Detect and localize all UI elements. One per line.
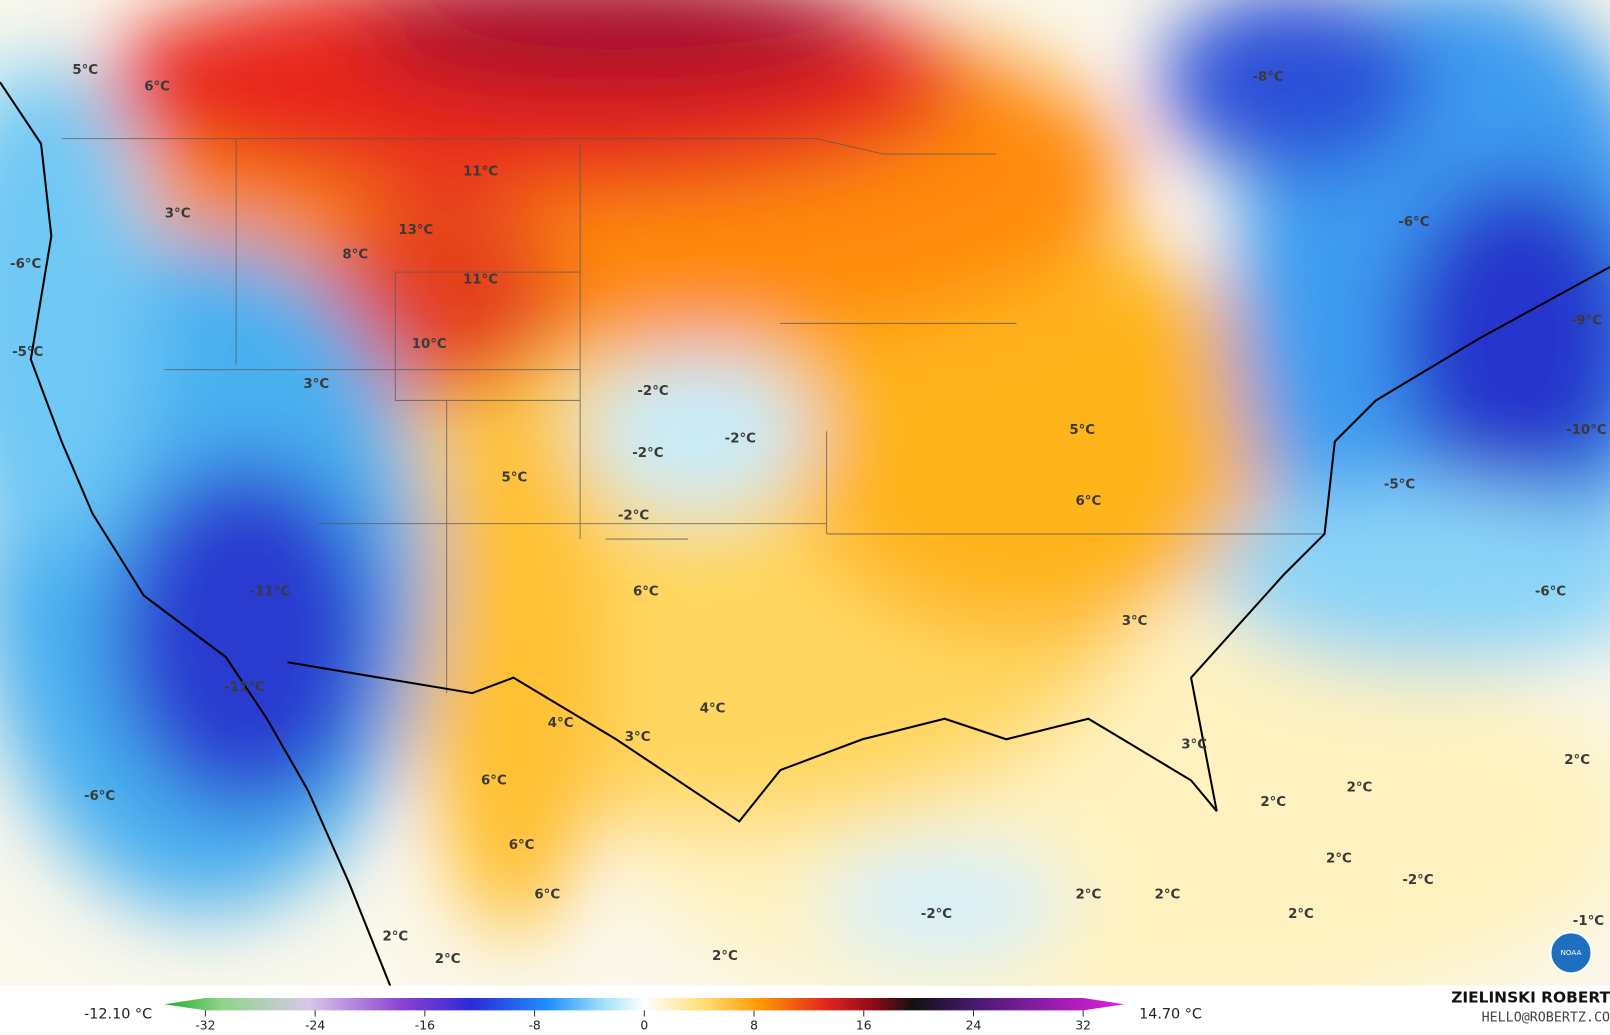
temperature-label: 2°C xyxy=(1155,887,1181,902)
temperature-label: 2°C xyxy=(1288,907,1314,922)
tick-label: -16 xyxy=(415,1018,435,1032)
temperature-label: -2°C xyxy=(725,431,756,446)
temperature-label: 8°C xyxy=(342,248,368,263)
temperature-label: -2°C xyxy=(1402,873,1433,888)
max-label: 14.70 °C xyxy=(1139,1006,1202,1022)
temperature-label: 6°C xyxy=(481,773,507,788)
temperature-label: 2°C xyxy=(1076,887,1102,902)
temperature-label: 2°C xyxy=(382,929,408,944)
temperature-label: 3°C xyxy=(625,730,651,745)
temperature-label: -2°C xyxy=(637,384,668,399)
temperature-label: 4°C xyxy=(548,716,574,731)
temperature-label: -10°C xyxy=(1566,423,1607,438)
temperature-label: -2°C xyxy=(632,446,663,461)
temperature-label: -5°C xyxy=(1384,478,1415,493)
temperature-label: 2°C xyxy=(1260,795,1286,810)
tick-label: -8 xyxy=(528,1018,540,1032)
temperature-label: 11°C xyxy=(463,164,498,179)
temperature-label: 2°C xyxy=(1326,851,1352,866)
tick-label: 8 xyxy=(750,1018,758,1032)
temperature-label: 6°C xyxy=(509,838,535,853)
temperature-label: 6°C xyxy=(144,79,170,94)
temperature-label: 2°C xyxy=(435,952,461,967)
temperature-label: -1°C xyxy=(1573,914,1604,929)
tick-label: 32 xyxy=(1075,1018,1091,1032)
temperature-label: 3°C xyxy=(1122,614,1148,629)
tick-label: 24 xyxy=(966,1018,982,1032)
temperature-label: 2°C xyxy=(1347,781,1373,796)
min-label: -12.10 °C xyxy=(84,1006,152,1022)
logo-text: NOAA xyxy=(1561,948,1582,957)
temperature-label: 13°C xyxy=(398,223,433,238)
temperature-label: 3°C xyxy=(1181,737,1207,752)
temperature-label: 2°C xyxy=(712,949,738,964)
temperature-label: 5°C xyxy=(72,63,98,78)
colorbar xyxy=(164,998,1125,1011)
temperature-label: -6°C xyxy=(10,257,41,272)
noaa-logo xyxy=(1549,931,1593,975)
colorbar-ticks: -32 -24 -16 -8 0 8 16 24 32 xyxy=(195,1010,1091,1032)
temperature-label: -6°C xyxy=(1398,215,1429,230)
temperature-label: 6°C xyxy=(534,887,560,902)
temperature-label: -8°C xyxy=(1252,70,1283,85)
temperature-label: 5°C xyxy=(1069,423,1095,438)
temperature-label: 5°C xyxy=(502,470,528,485)
temperature-label: 11°C xyxy=(463,272,498,287)
temperature-label: 3°C xyxy=(165,207,191,222)
temperature-label: -11°C xyxy=(250,584,291,599)
temperature-label: -6°C xyxy=(84,789,115,804)
temperature-label: 6°C xyxy=(1076,494,1102,509)
contact: HELLO@ROBERTZ.CO xyxy=(1482,1011,1610,1026)
temperature-label: 3°C xyxy=(303,377,329,392)
temperature-label: -6°C xyxy=(1535,584,1566,599)
temperature-label: -2°C xyxy=(618,508,649,523)
tick-label: 16 xyxy=(856,1018,872,1032)
author: ZIELINSKI ROBERT xyxy=(1451,989,1610,1007)
temperature-label: -11°C xyxy=(224,680,265,695)
temperature-label: -9°C xyxy=(1571,313,1602,328)
coastline xyxy=(0,81,1610,986)
temperature-label: -5°C xyxy=(12,345,43,360)
temperature-label: 10°C xyxy=(412,337,447,352)
temperature-label: -2°C xyxy=(921,907,952,922)
legend-panel xyxy=(0,985,1610,1035)
temperature-label: 2°C xyxy=(1564,753,1590,768)
temperature-label: 6°C xyxy=(633,584,659,599)
tick-label: -32 xyxy=(195,1018,215,1032)
state-borders xyxy=(61,138,1325,694)
tick-label: -24 xyxy=(305,1018,325,1032)
map-labels: 5°C 6°C 3°C -6°C -5°C 11°C 13°C 8°C 11°C 10°C 3°C -… xyxy=(10,63,1607,967)
temperature-label: 4°C xyxy=(700,701,726,716)
tick-label: 0 xyxy=(640,1018,648,1032)
